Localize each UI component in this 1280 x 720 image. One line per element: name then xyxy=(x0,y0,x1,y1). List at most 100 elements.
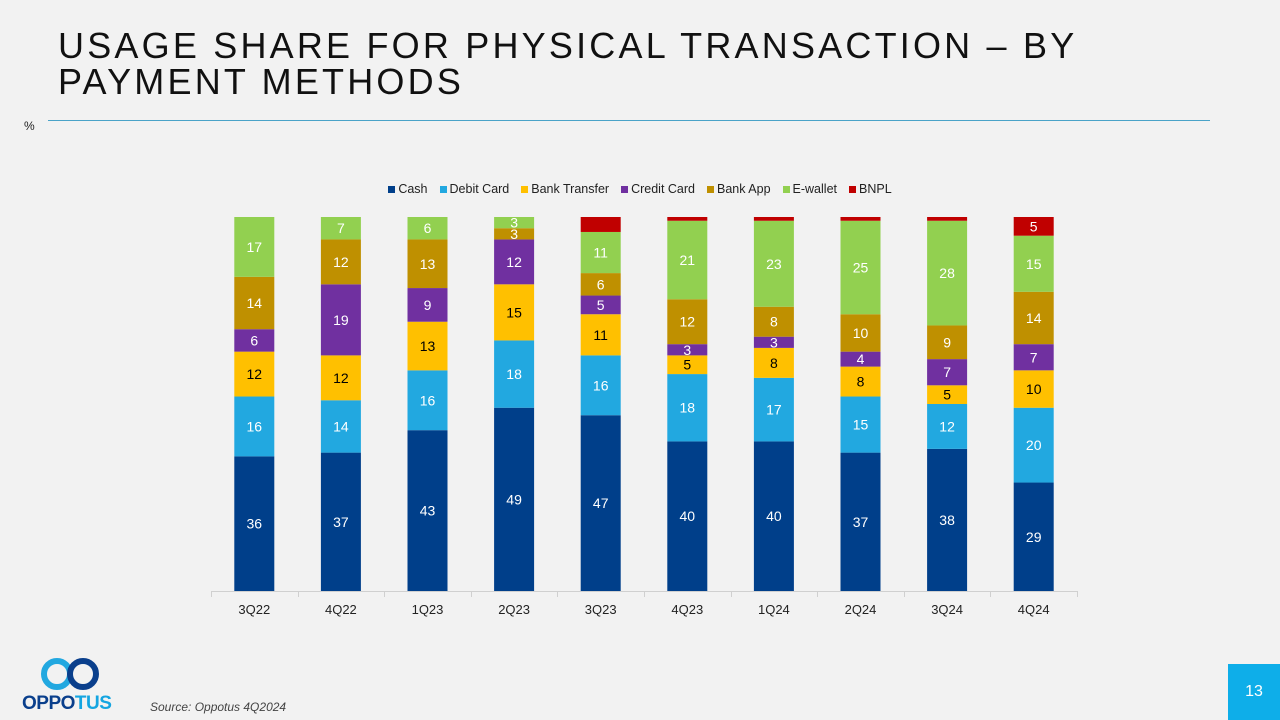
bar-segment-credit-card xyxy=(494,239,535,285)
logo-wordmark-part2: TUS xyxy=(74,693,112,714)
bar-stack-3Q22: 36 16 12 6 14 17 xyxy=(234,217,275,591)
data-label: 8 xyxy=(770,314,778,330)
data-label: 7 xyxy=(943,364,951,380)
bar-segment-e-wallet xyxy=(320,217,361,240)
data-label: 9 xyxy=(943,334,951,350)
bar-segment-cash xyxy=(753,441,794,591)
bar-segment-debit-card xyxy=(234,396,275,457)
bar-segment-e-wallet xyxy=(1013,235,1054,292)
x-tick-label: 3Q23 xyxy=(585,602,617,617)
bar-segment-cash xyxy=(320,452,361,591)
slide-title: USAGE SHARE FOR PHYSICAL TRANSACTION – B… xyxy=(58,25,1077,102)
data-label: 18 xyxy=(506,366,522,382)
data-label: 5 xyxy=(943,387,951,403)
bar-segment-bank-app xyxy=(667,299,708,345)
data-label: 17 xyxy=(247,239,263,255)
data-label: 20 xyxy=(1026,437,1042,453)
data-label: 40 xyxy=(766,508,782,524)
logo-wordmark: OPPOTUS xyxy=(22,693,112,715)
legend-swatch xyxy=(388,185,396,193)
bar-segment-cash xyxy=(840,452,881,591)
bar-segment-credit-card xyxy=(667,344,708,356)
data-label: 12 xyxy=(333,370,349,386)
data-label: 7 xyxy=(1030,349,1038,365)
bar-segment-bank-app xyxy=(234,276,275,330)
data-label: 5 xyxy=(1030,218,1038,234)
bar-segment-cash xyxy=(407,430,448,591)
bar-stack-2Q24: 37 15 8 4 10 25 xyxy=(840,217,881,591)
data-label: 13 xyxy=(420,338,436,354)
bar-segment-credit-card xyxy=(753,336,794,348)
bar-segment-credit-card xyxy=(1013,344,1054,371)
bar-segment-bnpl xyxy=(580,217,621,232)
data-label: 3 xyxy=(770,334,778,350)
data-label: 11 xyxy=(593,245,608,261)
data-label: 6 xyxy=(424,220,432,236)
legend-swatch xyxy=(707,185,715,193)
bar-segment-bank-app xyxy=(1013,291,1054,345)
bar-segment-debit-card xyxy=(494,340,535,408)
bar-segment-bank-transfer xyxy=(753,347,794,378)
data-label: 9 xyxy=(424,297,432,313)
logo-wordmark-part1: OPPO xyxy=(22,693,75,714)
data-label: 10 xyxy=(1026,381,1042,397)
data-label: 14 xyxy=(247,295,263,311)
bar-segment-cash xyxy=(494,407,535,591)
data-label: 28 xyxy=(939,265,955,281)
bar-segment-debit-card xyxy=(580,355,621,416)
data-label: 5 xyxy=(597,297,605,313)
x-tick-label: 4Q22 xyxy=(325,602,357,617)
bar-segment-bank-app xyxy=(927,325,968,360)
bar-segment-debit-card xyxy=(1013,407,1054,483)
bar-segment-bank-transfer xyxy=(1013,370,1054,408)
bar-stack-4Q22: 37 14 12 19 12 7 xyxy=(320,217,361,591)
title-divider xyxy=(48,120,1210,121)
legend-label: Debit Card xyxy=(449,182,510,196)
bar-segment-cash xyxy=(667,441,708,591)
bar-segment-e-wallet xyxy=(927,220,968,326)
data-label: 4 xyxy=(857,351,865,367)
x-tick-label: 3Q22 xyxy=(238,602,270,617)
data-label: 10 xyxy=(853,325,869,341)
bar-segment-credit-card xyxy=(234,329,275,352)
bar-stack-4Q23: 40 18 53 12 21 xyxy=(667,217,708,591)
legend-item-bank-transfer: Bank Transfer xyxy=(521,182,609,196)
bar-segment-debit-card xyxy=(320,400,361,453)
bar-segment-debit-card xyxy=(407,370,448,431)
legend-label: Cash xyxy=(398,182,428,196)
legend-item-bank-app: Bank App xyxy=(707,182,771,196)
bar-segment-e-wallet xyxy=(407,217,448,240)
data-label: 5 xyxy=(683,357,691,373)
data-label: 13 xyxy=(420,256,436,272)
data-label: 25 xyxy=(853,259,869,275)
legend-label: Bank Transfer xyxy=(531,182,610,196)
x-tick-label: 2Q23 xyxy=(498,602,530,617)
bar-segment-e-wallet xyxy=(494,217,535,229)
x-tick-label: 1Q24 xyxy=(758,602,790,617)
bar-segment-bnpl xyxy=(753,217,794,221)
data-label: 47 xyxy=(593,495,609,511)
legend-item-bnpl: BNPL xyxy=(849,182,892,196)
bar-segment-bank-transfer xyxy=(667,355,708,375)
bar-segment-bank-app xyxy=(494,228,535,240)
data-label: 37 xyxy=(853,514,869,530)
data-label: 49 xyxy=(506,491,522,507)
data-label: 21 xyxy=(680,252,696,268)
bar-segment-cash xyxy=(580,415,621,591)
bar-segment-bank-app xyxy=(407,239,448,289)
bar-segment-bank-app xyxy=(320,239,361,285)
bar-stack-1Q23: 43 16 13 9 13 6 xyxy=(407,217,448,591)
legend-label: E-wallet xyxy=(792,182,837,196)
bar-segment-debit-card xyxy=(927,404,968,449)
bar-segment-cash xyxy=(1013,482,1054,591)
data-label: 6 xyxy=(250,332,258,348)
bar-stack-2Q23: 49 18 15 12 33 xyxy=(494,215,535,591)
bar-segment-bank-app xyxy=(840,314,881,352)
legend-swatch xyxy=(439,185,447,193)
bar-segment-bank-app xyxy=(580,273,621,296)
bar-segment-bank-transfer xyxy=(234,351,275,397)
bar-segment-cash xyxy=(927,448,968,591)
bar-segment-credit-card xyxy=(840,351,881,367)
legend-item-credit-card: Credit Card xyxy=(621,182,695,196)
bar-segment-bnpl xyxy=(667,217,708,221)
